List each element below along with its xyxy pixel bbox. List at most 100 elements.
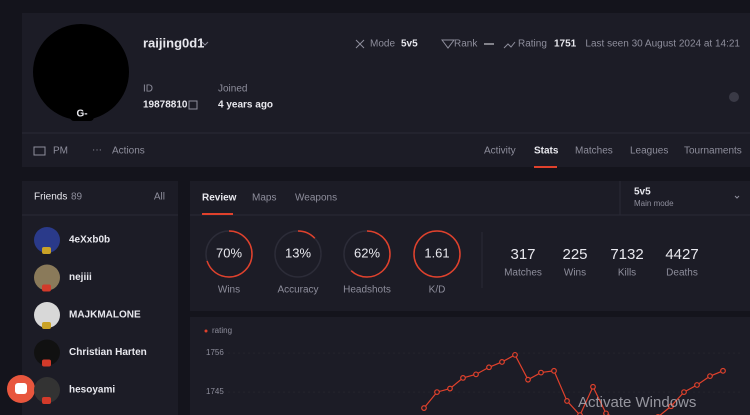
tab-underline [202,213,233,215]
rating-point [473,371,479,378]
stats-tab[interactable]: Review [202,193,237,204]
ring-name: Accuracy [277,285,318,296]
total-name: Deaths [666,268,698,279]
rating-label: Rating [518,39,547,50]
stats-tab[interactable]: Weapons [295,193,337,204]
chat-icon [15,383,27,394]
friends-count: 89 [71,192,83,203]
friend-name[interactable]: MAJKMALONE [69,310,141,321]
ring-arc [413,230,461,278]
rating-point [551,367,557,374]
avatar [33,24,129,120]
id-label: ID [143,84,153,95]
stats-panel [190,181,750,311]
friend-avatar [34,264,60,291]
chevron [201,41,209,46]
ring-name: K/D [429,285,446,296]
y-tick-label: 1756 [206,348,224,357]
legend-dot [204,329,208,333]
ring-arc [274,230,322,278]
rating-point [694,382,700,388]
mode-label: Mode [370,39,395,50]
steam-icon[interactable] [729,92,739,102]
friend-name[interactable]: 4eXxb0b [69,235,110,246]
ring-value: 62% [354,245,380,260]
pm-icon [33,146,46,156]
friend-badge [42,359,51,367]
ring-name: Headshots [343,285,391,296]
mode-icon [355,39,365,49]
ring-arc [205,230,253,278]
rating-point [434,389,440,395]
friends-all[interactable]: All [154,192,165,203]
rank: — [484,39,494,50]
pm[interactable]: PM [53,146,68,157]
tab[interactable]: Activity [484,146,516,157]
legend: rating [212,326,232,335]
rating-point [447,385,453,392]
friend-name[interactable]: Christian Harten [69,347,147,358]
rating-point [525,376,531,383]
rating-point [707,373,713,380]
friend-badge [42,284,51,292]
tab[interactable]: Leagues [630,146,668,157]
rank-label: Rank [454,39,478,50]
friend-name[interactable]: nejiii [69,272,92,283]
copy-icon[interactable] [188,100,198,110]
id: 19878810 [143,100,188,111]
friends-panel [22,181,178,415]
rating-point [681,389,687,395]
ring-name: Wins [218,285,240,296]
last-seen: Last seen 30 August 2024 at 14:21 [585,39,740,50]
tab[interactable]: Tournaments [684,146,742,157]
badge [70,107,94,121]
rating-point [421,405,427,411]
mode-select[interactable]: 5v5 [634,187,651,198]
watermark: Activate Windows [578,394,696,411]
avatar-badge: G- [76,109,87,120]
rating-point [720,367,726,374]
rating-point [486,364,492,371]
rating-point [499,359,505,365]
total-value: 225 [562,246,587,263]
chart-panel [190,317,750,415]
joined-label: Joined [218,84,247,95]
ring-value: 1.61 [424,245,449,260]
friends-title: Friends [34,192,67,203]
tab[interactable]: Matches [575,146,613,157]
total-value: 317 [510,246,535,263]
chevron [734,195,740,199]
total-value: 7132 [610,246,643,263]
rating-point [460,375,466,381]
ring-arc [343,230,391,278]
friend-avatar [34,339,60,366]
dots: ··· [92,145,102,156]
rating: 1751 [554,39,577,50]
stats-tab[interactable]: Maps [252,193,276,204]
friend-badge [42,322,51,329]
profile-card [22,13,750,167]
mode[interactable]: 5v5 [401,39,418,50]
actions[interactable]: Actions [112,146,145,157]
tab[interactable]: Stats [534,146,559,157]
friend-name[interactable]: hesoyami [69,385,115,396]
total-name: Wins [564,268,586,279]
ring-value: 13% [285,245,311,260]
username[interactable]: raijing0d1 [143,35,204,50]
y-tick-label: 1745 [206,387,224,396]
friend-avatar [34,377,60,403]
rating-point [668,403,674,410]
tab-underline [534,166,557,168]
rating-point [538,369,544,376]
rating-point [512,351,518,358]
rating-point [577,412,583,415]
rating-point [590,383,596,390]
rating-point [603,410,609,415]
rating-icon [503,41,516,49]
friend-badge [42,397,51,404]
total-value: 4427 [665,246,698,263]
total-name: Kills [618,268,636,279]
ring-value: 70% [216,245,242,260]
